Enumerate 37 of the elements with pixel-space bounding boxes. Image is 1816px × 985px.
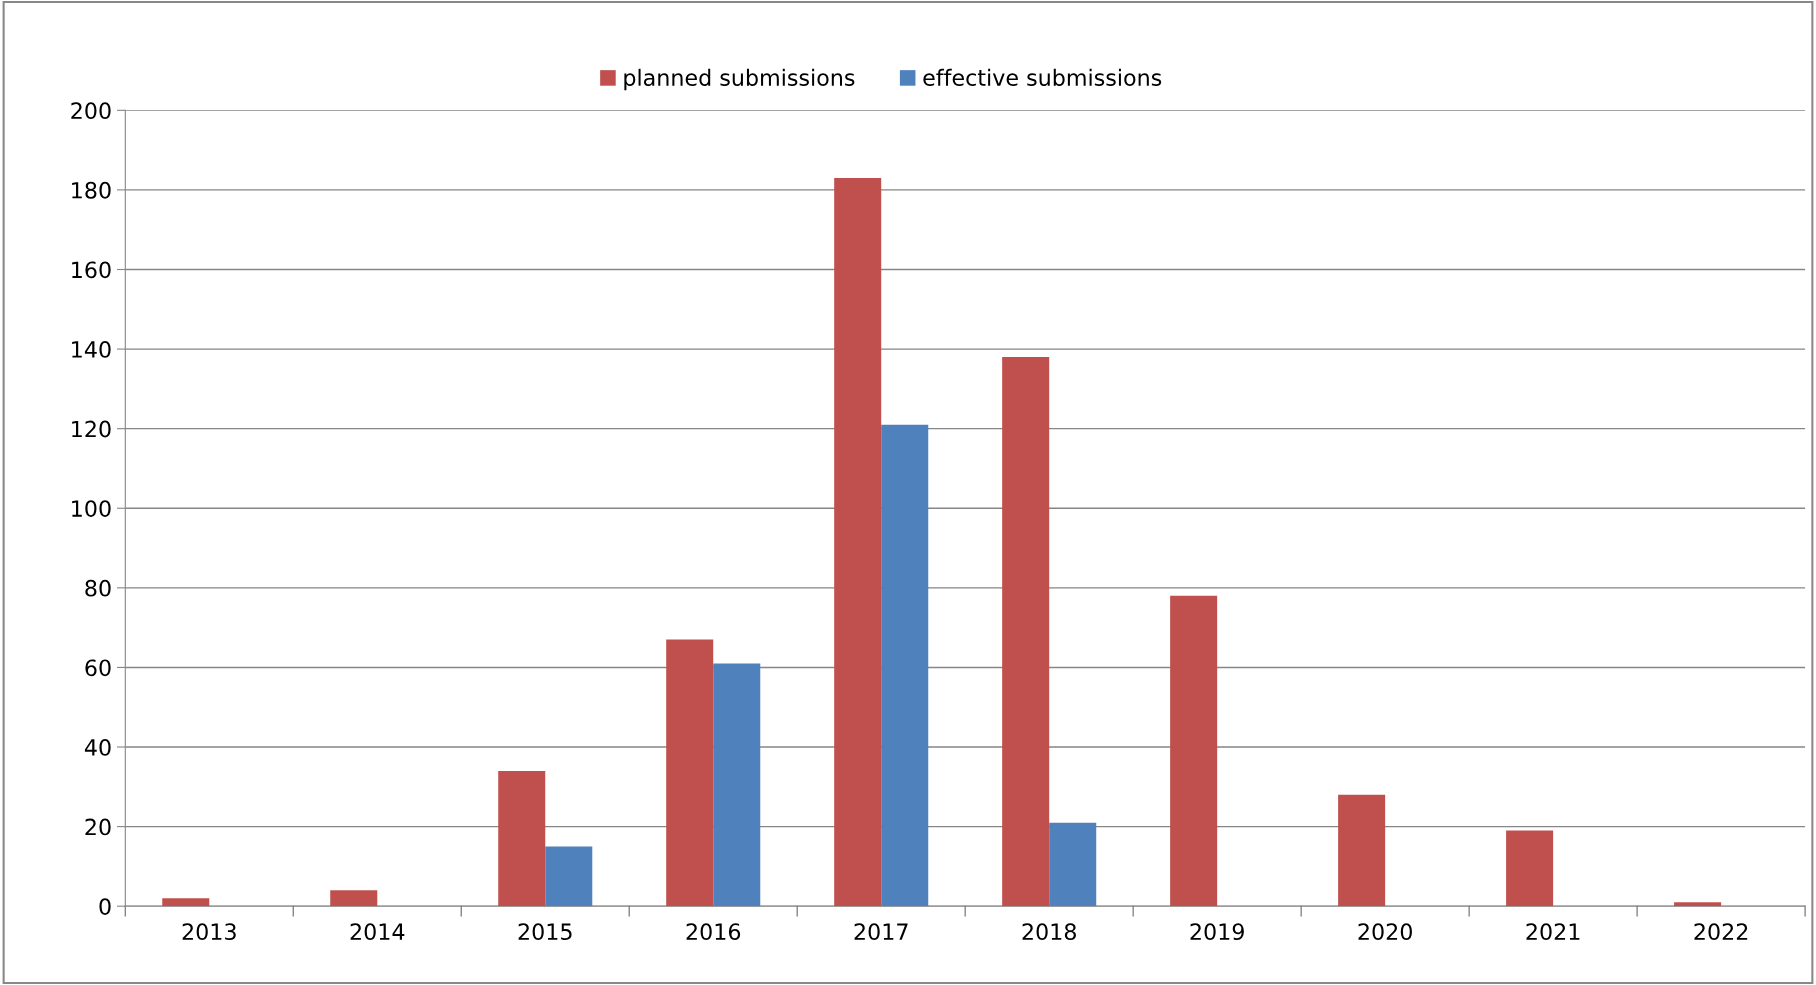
- bar: [881, 424, 929, 907]
- y-tick-label: 80: [85, 579, 111, 597]
- y-tick-label: 20: [85, 818, 111, 836]
- legend-label: effective submissions: [923, 68, 1162, 87]
- bar: [666, 639, 714, 907]
- bar: [1506, 830, 1554, 907]
- x-tick-label: 2013: [182, 923, 236, 941]
- x-tick-label: 2015: [518, 923, 572, 941]
- x-tick-label: 2014: [350, 923, 405, 941]
- bar: [1049, 822, 1097, 907]
- y-tick-label: 200: [71, 102, 111, 120]
- y-tick-label: 100: [72, 500, 111, 518]
- bar: [834, 177, 882, 907]
- bar: [1338, 794, 1386, 907]
- legend-label: planned submissions: [624, 68, 855, 91]
- y-tick-label: 180: [72, 181, 111, 199]
- bar: [330, 890, 378, 907]
- y-tick-label: 40: [84, 738, 111, 756]
- bar: [1674, 902, 1722, 907]
- y-tick-label: 0: [99, 898, 111, 915]
- bar: [162, 898, 210, 907]
- y-tick-label: 160: [72, 261, 111, 279]
- y-tick-label: 60: [85, 659, 111, 677]
- y-tick-label: 140: [72, 341, 111, 358]
- y-tick-label: 120: [72, 420, 111, 438]
- x-tick-label: 2022: [1694, 923, 1748, 941]
- x-tick-label: 2017: [854, 923, 908, 941]
- bar: [713, 663, 761, 907]
- x-tick-label: 2016: [686, 923, 741, 941]
- bar: [1170, 595, 1218, 907]
- x-tick-label: 2020: [1358, 923, 1412, 941]
- bar: [498, 770, 546, 907]
- x-tick-label: 2021: [1526, 923, 1580, 941]
- bar: [545, 846, 593, 907]
- x-tick-label: 2019: [1190, 923, 1244, 941]
- x-tick-label: 2018: [1022, 923, 1076, 941]
- bar: [1002, 357, 1050, 907]
